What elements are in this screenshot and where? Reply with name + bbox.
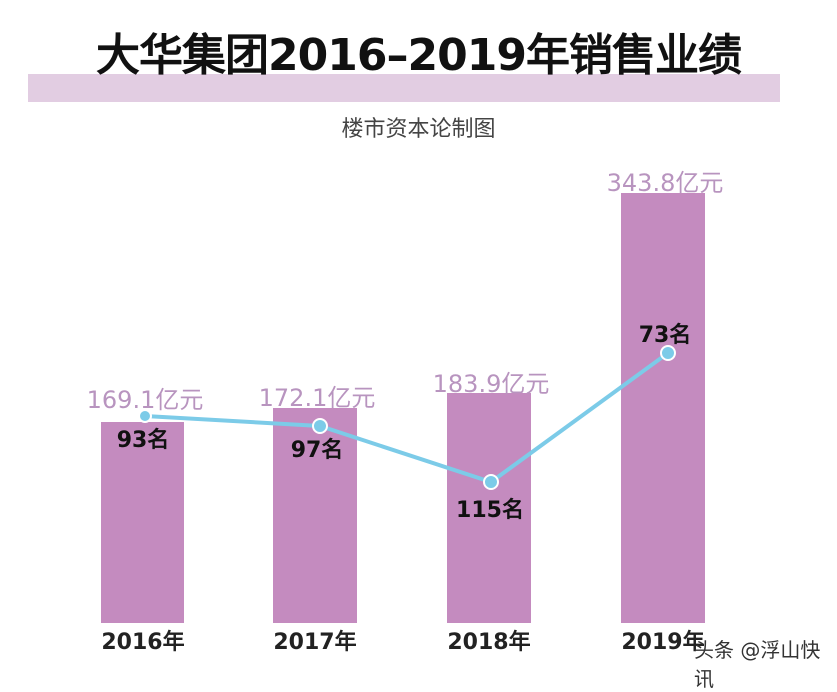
rank-label-2019: 73名	[638, 323, 692, 348]
rank-label-2018: 115名	[456, 498, 524, 523]
rank-point-2018	[483, 474, 499, 490]
chart-subtitle: 楼市资本论制图	[341, 117, 496, 142]
value-label-2018: 183.9亿元	[432, 370, 550, 398]
x-label-2017: 2017年	[273, 630, 357, 655]
bar-2019	[621, 193, 705, 623]
rank-point-2017	[312, 418, 328, 434]
bar-2016	[101, 422, 184, 623]
value-label-2019: 343.8亿元	[606, 169, 724, 197]
x-label-2019: 2019年	[621, 630, 705, 655]
bar-2018	[447, 393, 531, 623]
rank-label-2016: 93名	[116, 428, 170, 453]
value-label-2017: 172.1亿元	[258, 384, 376, 412]
rank-line	[138, 345, 676, 490]
rank-point-2019	[660, 345, 676, 361]
x-label-2016: 2016年	[101, 630, 185, 655]
bar-2017	[273, 408, 357, 623]
rank-point-2016	[138, 409, 152, 423]
title-highlight-band	[28, 74, 780, 102]
watermark: 头条 @浮山快讯	[694, 638, 821, 691]
chart-title: 大华集团2016–2019年销售业绩	[96, 30, 742, 81]
rank-label-2017: 97名	[290, 438, 344, 463]
x-label-2018: 2018年	[447, 630, 531, 655]
